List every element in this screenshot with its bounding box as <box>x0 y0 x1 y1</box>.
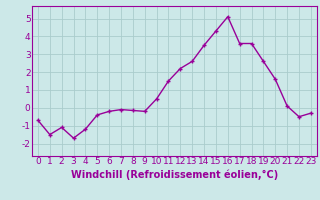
X-axis label: Windchill (Refroidissement éolien,°C): Windchill (Refroidissement éolien,°C) <box>71 169 278 180</box>
